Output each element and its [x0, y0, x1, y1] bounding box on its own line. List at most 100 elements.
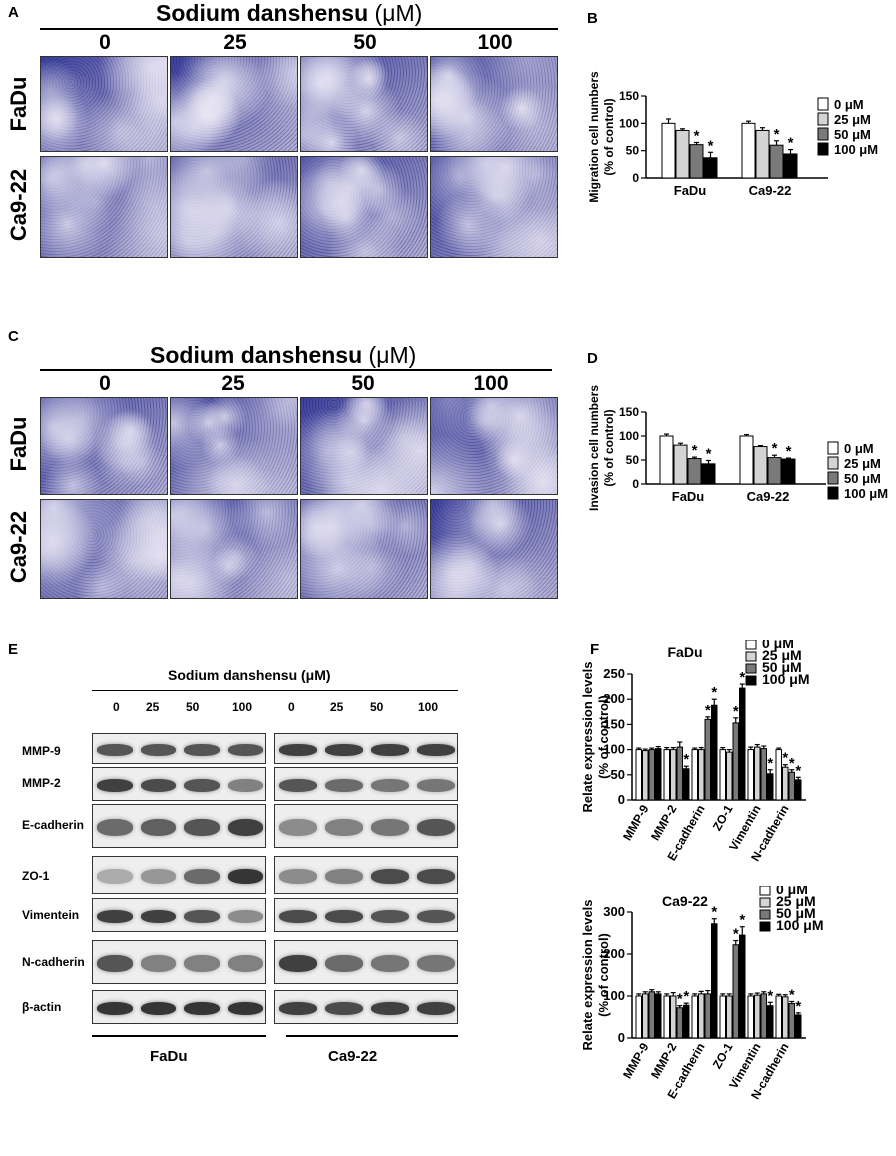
legend-label: 0 μM: [762, 640, 794, 651]
bar: [698, 749, 705, 801]
y-axis-label-unit: (% of control): [602, 409, 616, 486]
western-title-rule: [92, 690, 458, 691]
blot-band: [140, 778, 176, 792]
blot-band: [371, 909, 409, 923]
panel-label-a: A: [8, 4, 19, 21]
y-tick-label: 150: [603, 716, 625, 731]
bar: [676, 1007, 683, 1039]
bar: [726, 751, 733, 801]
migration-image-ca922-100: [430, 156, 558, 258]
western-title: Sodium danshensu (μM): [168, 667, 331, 683]
protein-label-zo1: ZO-1: [22, 869, 50, 883]
blot-band: [325, 743, 363, 756]
bar: [683, 768, 690, 801]
bar: [747, 995, 754, 1039]
fadu-group-rule: [92, 1035, 266, 1037]
legend-swatch: [827, 441, 839, 455]
bar: [663, 995, 670, 1039]
legend-swatch: [817, 97, 829, 111]
blot-band: [227, 955, 263, 972]
legend-swatch: [817, 142, 829, 156]
significance-star: *: [733, 926, 739, 943]
blot-band: [227, 819, 263, 836]
bar: [775, 995, 782, 1039]
bar: [635, 749, 642, 801]
migration-title: Sodium danshensu (μM): [156, 0, 423, 26]
y-tick-label: 200: [603, 691, 625, 706]
bar: [698, 993, 705, 1039]
y-axis-label: Relate expression levels: [580, 661, 595, 812]
y-tick-label: 0: [632, 171, 639, 185]
bar: [732, 944, 739, 1039]
bar: [788, 771, 795, 801]
blot-band: [279, 1001, 317, 1015]
blot-band: [279, 909, 317, 923]
panel-label-f: F: [590, 641, 600, 658]
legend-swatch: [745, 663, 757, 674]
blot-mmp2-ca922: [274, 767, 458, 801]
bar: [741, 122, 756, 179]
blot-band: [325, 1001, 363, 1015]
blot-band: [371, 743, 409, 756]
bar: [726, 995, 733, 1039]
bar: [775, 749, 782, 801]
y-tick-label: 100: [603, 988, 625, 1003]
invasion-conc-50: 50: [351, 372, 375, 395]
y-tick-label: 300: [603, 904, 625, 919]
bar: [659, 435, 674, 485]
bar: [719, 995, 726, 1039]
blot-ecadherin-fadu: [92, 804, 266, 848]
legend-swatch: [759, 886, 771, 896]
western-conc-ca922-100: 100: [418, 700, 439, 714]
protein-label-ecadherin: E-cadherin: [22, 818, 85, 832]
legend-label: 100 μM: [776, 917, 823, 933]
blot-band: [140, 869, 176, 884]
legend-swatch: [827, 471, 839, 485]
blot-band: [184, 1001, 220, 1015]
blot-band: [97, 819, 133, 836]
ca922-group-rule: [286, 1035, 458, 1037]
legend-swatch: [827, 456, 839, 470]
legend-label: 100 μM: [762, 671, 809, 687]
migration-image-ca922-0: [40, 156, 168, 258]
significance-star: *: [774, 126, 780, 143]
bar: [701, 463, 716, 485]
bar: [703, 157, 718, 179]
y-tick-label: 0: [618, 1030, 625, 1045]
protein-label-mmp9: MMP-9: [22, 744, 61, 758]
invasion-conc-100: 100: [473, 372, 509, 395]
ca922-group-label: Ca9-22: [328, 1048, 378, 1065]
blot-zo1-fadu: [92, 856, 266, 894]
blot-band: [184, 955, 220, 972]
y-tick-label: 50: [626, 453, 640, 467]
significance-star: *: [694, 127, 700, 144]
blot-zo1-ca922: [274, 856, 458, 894]
y-axis-label: Migration cell numbers: [587, 71, 601, 203]
significance-star: *: [692, 442, 698, 459]
panel-label-b: B: [587, 10, 598, 27]
blot-band: [279, 955, 317, 972]
significance-star: *: [795, 998, 801, 1015]
invasion-image-ca922-100: [430, 499, 558, 599]
significance-star: *: [683, 751, 689, 768]
category-label: FaDu: [672, 489, 705, 504]
blot-band: [371, 955, 409, 972]
invasion-image-ca922-25: [170, 499, 298, 599]
blot-band: [97, 1001, 133, 1015]
y-tick-label: 100: [619, 429, 639, 443]
blot-band: [184, 869, 220, 884]
bar: [739, 934, 746, 1039]
migration-conc-50: 50: [353, 31, 377, 54]
legend-label: 25 μM: [844, 456, 881, 471]
invasion-conc-0: 0: [99, 372, 111, 395]
protein-label-ncadherin: N-cadherin: [22, 955, 85, 969]
panel-label-e: E: [8, 641, 19, 658]
legend-label: 50 μM: [776, 905, 816, 921]
blot-ecadherin-ca922: [274, 804, 458, 848]
significance-star: *: [789, 755, 795, 772]
legend-swatch: [759, 897, 771, 908]
western-conc-fadu-25: 25: [146, 700, 160, 714]
legend-swatch: [817, 112, 829, 126]
blot-band: [279, 778, 317, 792]
invasion-image-ca922-0: [40, 499, 168, 599]
